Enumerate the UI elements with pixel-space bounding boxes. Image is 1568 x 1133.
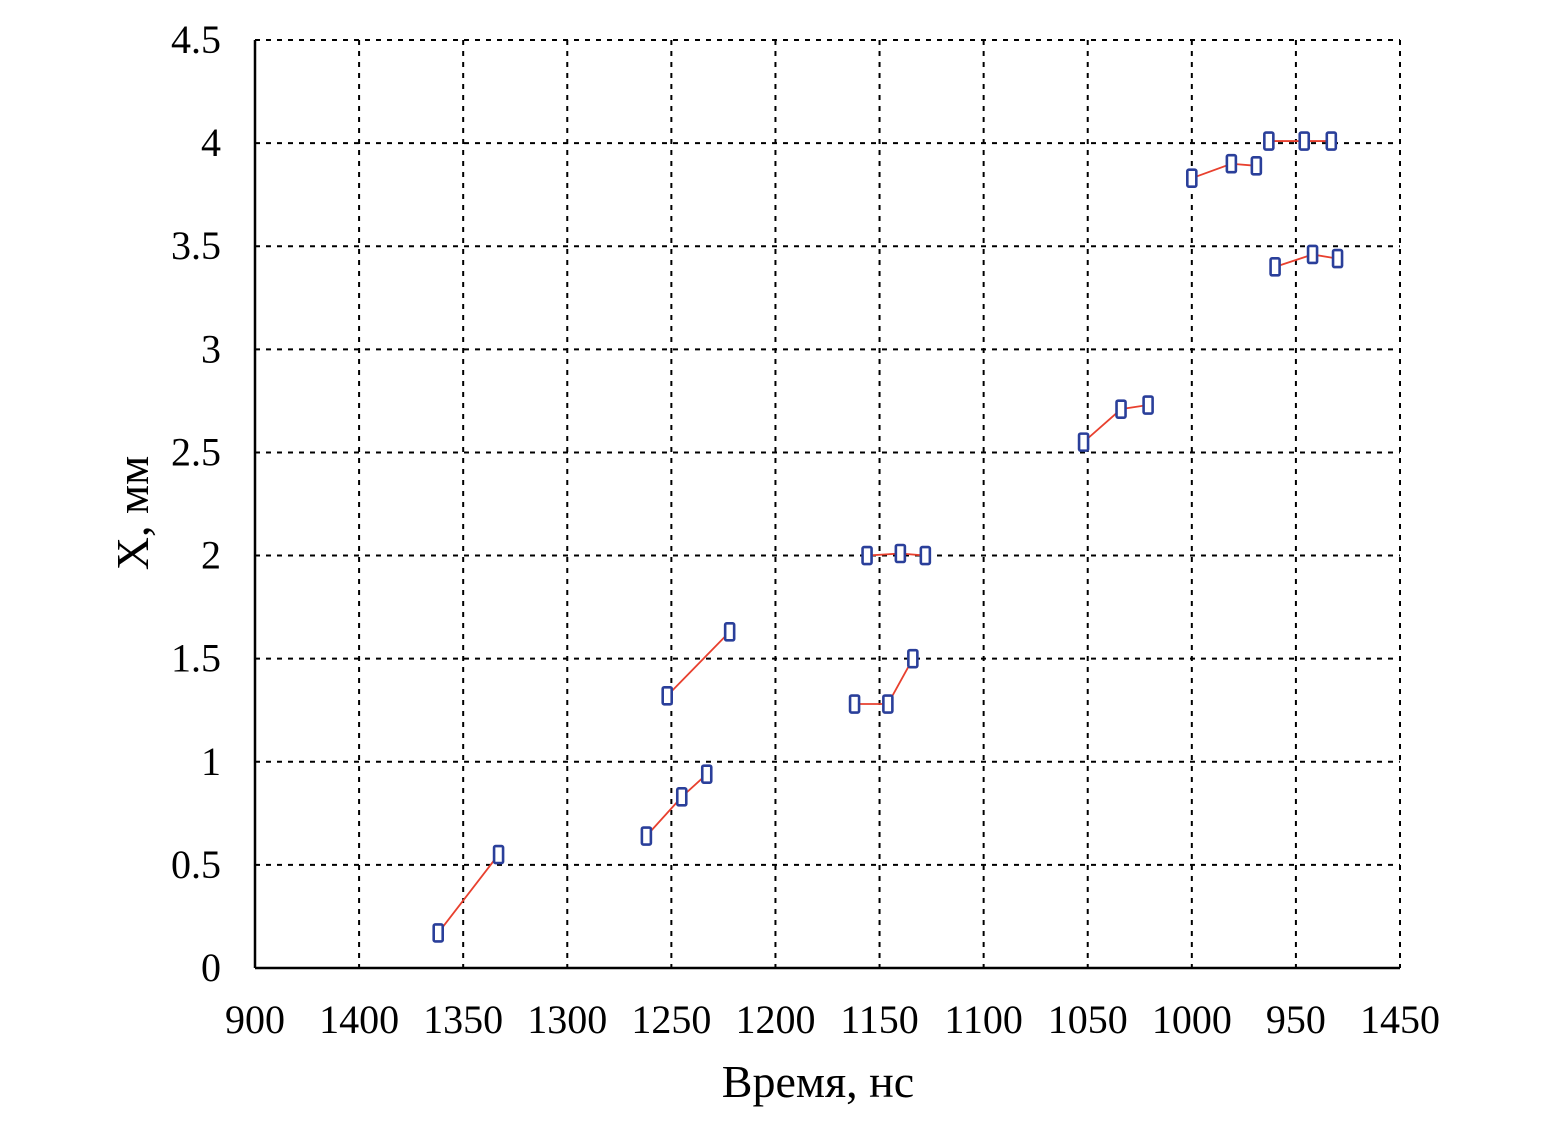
data-point [919, 545, 932, 566]
data-point [907, 648, 919, 669]
data-group [1077, 395, 1154, 452]
data-point [1269, 257, 1281, 277]
x-tick-label: 950 [1266, 997, 1326, 1042]
y-tick-label: 4 [201, 120, 221, 165]
series-line [666, 631, 731, 697]
x-tick-label: 1400 [319, 997, 399, 1042]
data-point [894, 543, 907, 564]
data-point [492, 844, 505, 865]
y-axis-title: X, мм [107, 456, 158, 570]
data-point [1325, 131, 1338, 151]
data-point [1331, 248, 1344, 269]
x-tick-label: 1000 [1152, 997, 1232, 1042]
data-point [675, 787, 688, 807]
data-point [1263, 131, 1275, 151]
plot-frame [253, 40, 1400, 970]
y-tick-label: 0.5 [171, 842, 221, 887]
data-point [1298, 131, 1311, 151]
data-point [1186, 168, 1198, 188]
y-tick-label: 4.5 [171, 17, 221, 62]
data-point [1077, 432, 1090, 452]
data-group [432, 844, 505, 943]
data-group [1263, 131, 1338, 151]
data-group [1269, 244, 1344, 277]
grid [255, 39, 1401, 968]
data-point [1250, 155, 1263, 176]
data-group [640, 764, 713, 846]
x-axis-ticks: 900 1400 1350 1300 1250 1200 1150 1100 1050 1000 9… [225, 997, 1440, 1042]
x-tick-label: 1200 [735, 997, 815, 1042]
y-tick-label: 0 [201, 945, 221, 990]
data-point [661, 685, 674, 706]
data-series [432, 131, 1344, 943]
y-tick-label: 3 [201, 326, 221, 371]
series-line [1274, 253, 1338, 268]
y-tick-label: 2.5 [171, 429, 221, 474]
y-tick-label: 1.5 [171, 636, 221, 681]
data-point [848, 694, 861, 714]
x-tick-label: 1050 [1048, 997, 1128, 1042]
data-group [861, 543, 932, 566]
x-tick-label: 900 [225, 997, 285, 1042]
y-tick-label: 1 [201, 739, 221, 784]
data-point [1225, 153, 1238, 174]
x-tick-label: 1450 [1360, 997, 1440, 1042]
y-tick-label: 2 [201, 533, 221, 578]
y-axis-ticks: 0 0.5 1 1.5 2 2.5 3 3.5 4 4.5 [171, 17, 221, 990]
data-point [861, 545, 873, 566]
x-tick-label: 1300 [527, 997, 607, 1042]
data-group [848, 648, 919, 714]
data-point [700, 764, 713, 784]
x-tick-label: 1150 [840, 997, 919, 1042]
x-axis-title: Время, нс [722, 1056, 914, 1107]
data-point [432, 923, 445, 943]
data-point [1142, 395, 1154, 415]
data-point [1306, 244, 1319, 265]
data-point [882, 694, 894, 714]
series-line [1191, 162, 1257, 180]
data-group [1186, 153, 1263, 188]
x-tick-label: 1100 [944, 997, 1023, 1042]
data-point [723, 622, 736, 642]
x-tick-label: 1350 [423, 997, 503, 1042]
x-tick-label: 1250 [631, 997, 711, 1042]
series-line [437, 854, 500, 934]
y-tick-label: 3.5 [171, 223, 221, 268]
data-group [661, 622, 736, 706]
data-point [640, 826, 653, 846]
data-point [1115, 399, 1127, 419]
